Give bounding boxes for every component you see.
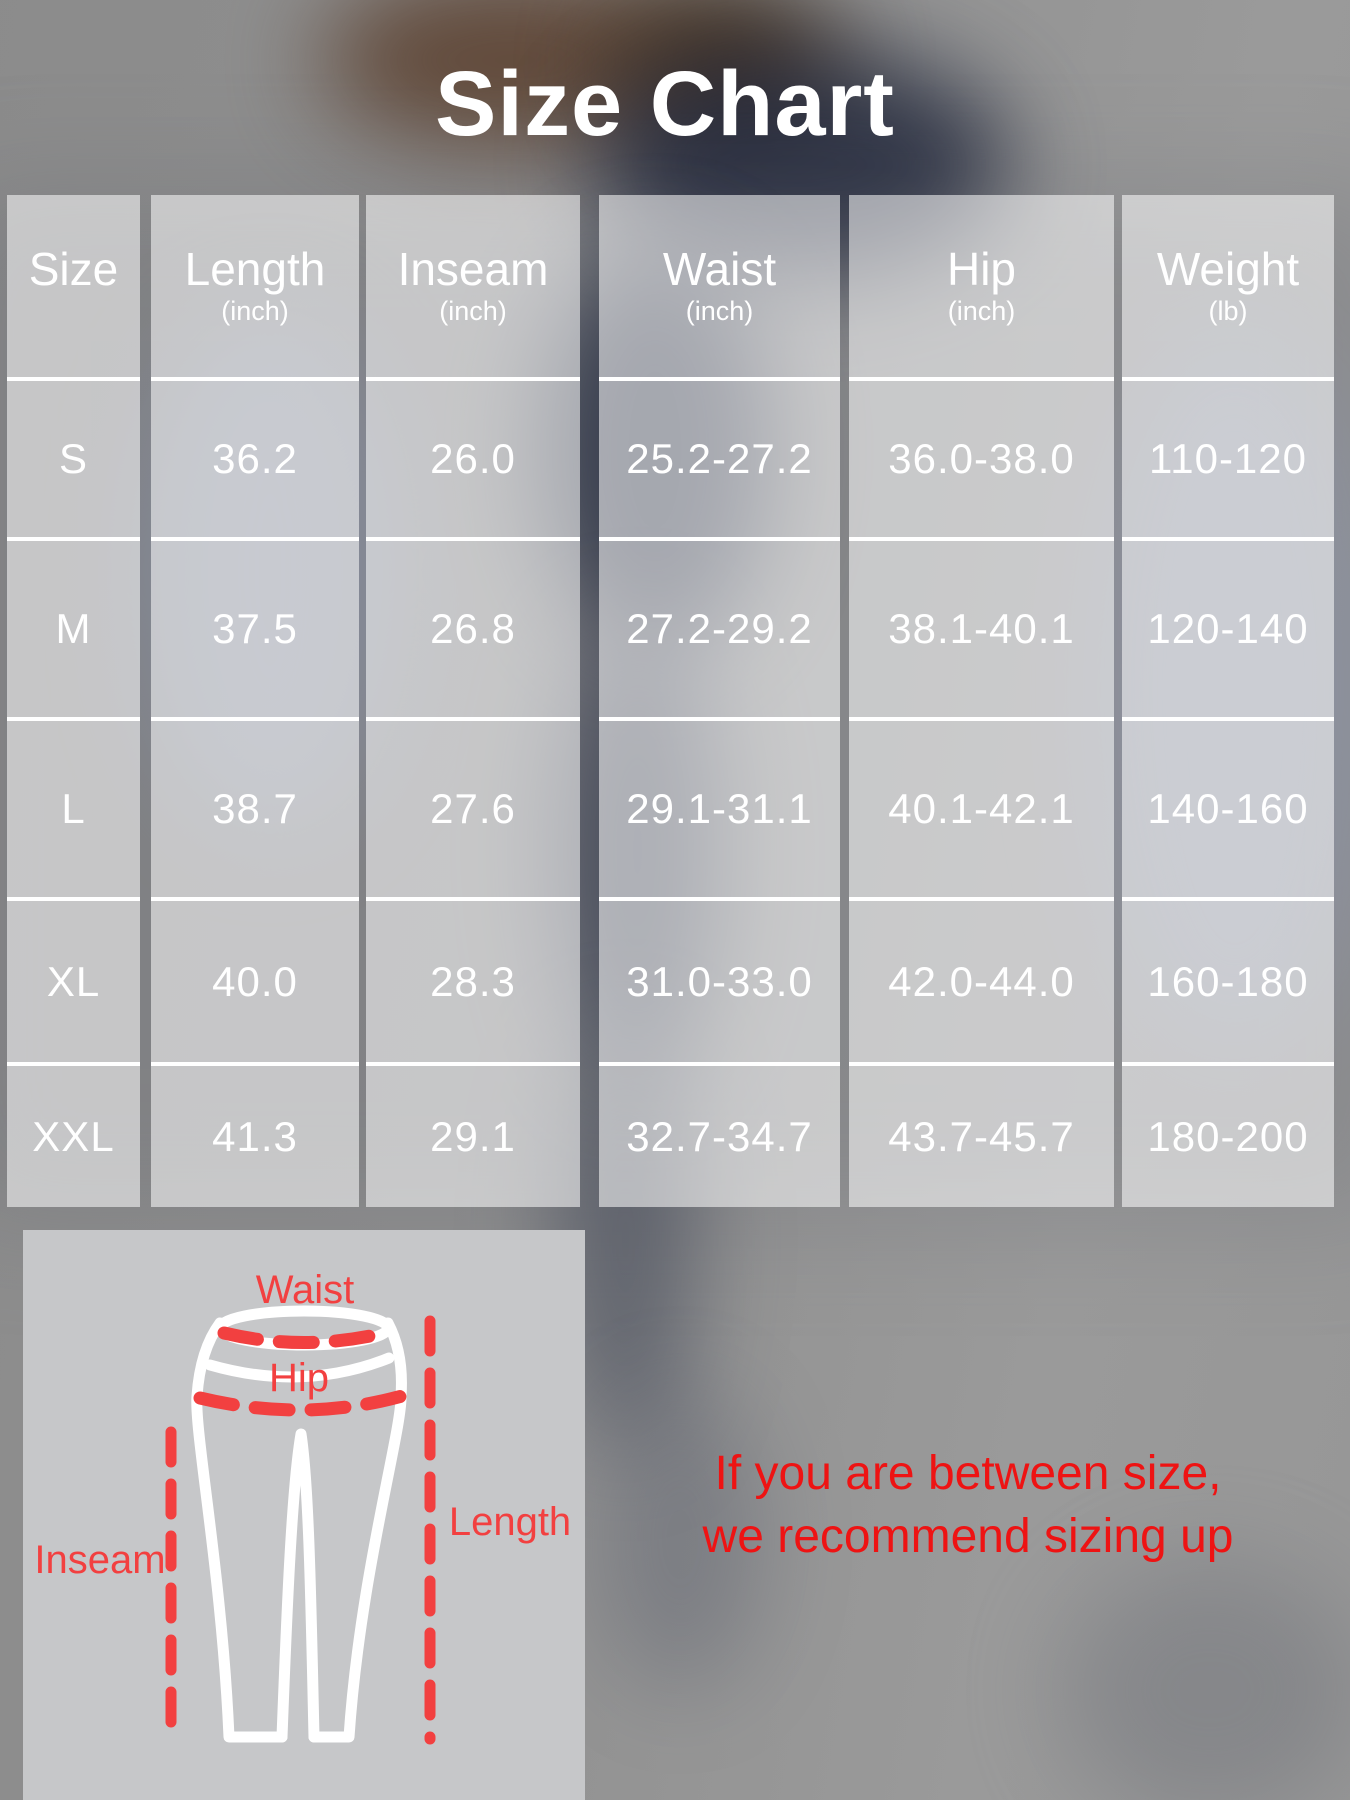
table-cell-size: L [7, 717, 140, 897]
table-cell: 26.0 [366, 377, 580, 537]
table-cell: 29.1-31.1 [599, 717, 840, 897]
column-header-label: Weight [1156, 242, 1300, 295]
column-header-label: Length [184, 242, 326, 295]
leggings-diagram [165, 1305, 436, 1745]
column-header-unit: (inch) [439, 296, 507, 327]
table-column-inseam: Inseam (inch) 26.0 26.8 27.6 28.3 29.1 [366, 195, 580, 1207]
sizing-note-line2: we recommend sizing up [702, 1510, 1234, 1563]
table-cell: 28.3 [366, 897, 580, 1062]
table-cell: 41.3 [151, 1062, 359, 1207]
table-column-size: Size S M L XL XXL [7, 195, 140, 1207]
table-cell: 27.2-29.2 [599, 537, 840, 717]
table-cell: 140-160 [1122, 717, 1334, 897]
sizing-note: If you are between size, we recommend si… [586, 1442, 1350, 1568]
diagram-length-label: Length [448, 1500, 572, 1544]
diagram-waist-label: Waist [255, 1268, 355, 1312]
column-header-inseam: Inseam (inch) [366, 195, 580, 377]
column-header-label: Size [28, 242, 119, 295]
table-cell: 38.1-40.1 [849, 537, 1114, 717]
table-cell: 27.6 [366, 717, 580, 897]
table-cell: 40.0 [151, 897, 359, 1062]
measurement-diagram-panel: Waist Hip Inseam Length [23, 1230, 585, 1800]
diagram-hip-label: Hip [268, 1356, 330, 1400]
background-blur-blob [1060, 1560, 1350, 1800]
leggings-outline [191, 1305, 407, 1743]
table-column-hip: Hip (inch) 36.0-38.0 38.1-40.1 40.1-42.1… [849, 195, 1114, 1207]
table-cell: 42.0-44.0 [849, 897, 1114, 1062]
sizing-note-line1: If you are between size, [714, 1447, 1222, 1500]
table-cell: 40.1-42.1 [849, 717, 1114, 897]
table-cell: 120-140 [1122, 537, 1334, 717]
column-header-waist: Waist (inch) [599, 195, 840, 377]
table-cell: 110-120 [1122, 377, 1334, 537]
table-cell: 26.8 [366, 537, 580, 717]
table-cell: 38.7 [151, 717, 359, 897]
table-cell: 180-200 [1122, 1062, 1334, 1207]
column-header-length: Length (inch) [151, 195, 359, 377]
column-header-size: Size [7, 195, 140, 377]
table-cell-size: M [7, 537, 140, 717]
column-header-label: Inseam [397, 242, 549, 295]
table-column-length: Length (inch) 36.2 37.5 38.7 40.0 41.3 [151, 195, 359, 1207]
table-cell-size: XL [7, 897, 140, 1062]
table-cell-size: XXL [7, 1062, 140, 1207]
table-cell: 25.2-27.2 [599, 377, 840, 537]
table-cell: 37.5 [151, 537, 359, 717]
diagram-inseam-label: Inseam [34, 1538, 166, 1582]
column-header-label: Waist [662, 242, 777, 295]
column-header-unit: (inch) [947, 296, 1016, 327]
waist-measure-line [217, 1326, 391, 1349]
table-cell: 160-180 [1122, 897, 1334, 1062]
table-cell: 29.1 [366, 1062, 580, 1207]
table-column-waist: Waist (inch) 25.2-27.2 27.2-29.2 29.1-31… [599, 195, 840, 1207]
table-cell: 43.7-45.7 [849, 1062, 1114, 1207]
column-header-weight: Weight (lb) [1122, 195, 1334, 377]
hip-measure-line [193, 1389, 409, 1417]
page-title: Size Chart [435, 53, 895, 155]
table-cell: 36.0-38.0 [849, 377, 1114, 537]
table-cell: 31.0-33.0 [599, 897, 840, 1062]
column-header-label: Hip [946, 242, 1017, 295]
column-header-unit: (inch) [685, 296, 754, 327]
column-header-hip: Hip (inch) [849, 195, 1114, 377]
background-blur-blob [600, 1390, 760, 1690]
table-cell: 36.2 [151, 377, 359, 537]
column-header-unit: (lb) [1208, 296, 1248, 327]
table-column-weight: Weight (lb) 110-120 120-140 140-160 160-… [1122, 195, 1334, 1207]
column-header-unit: (inch) [221, 296, 289, 327]
table-cell: 32.7-34.7 [599, 1062, 840, 1207]
table-cell-size: S [7, 377, 140, 537]
